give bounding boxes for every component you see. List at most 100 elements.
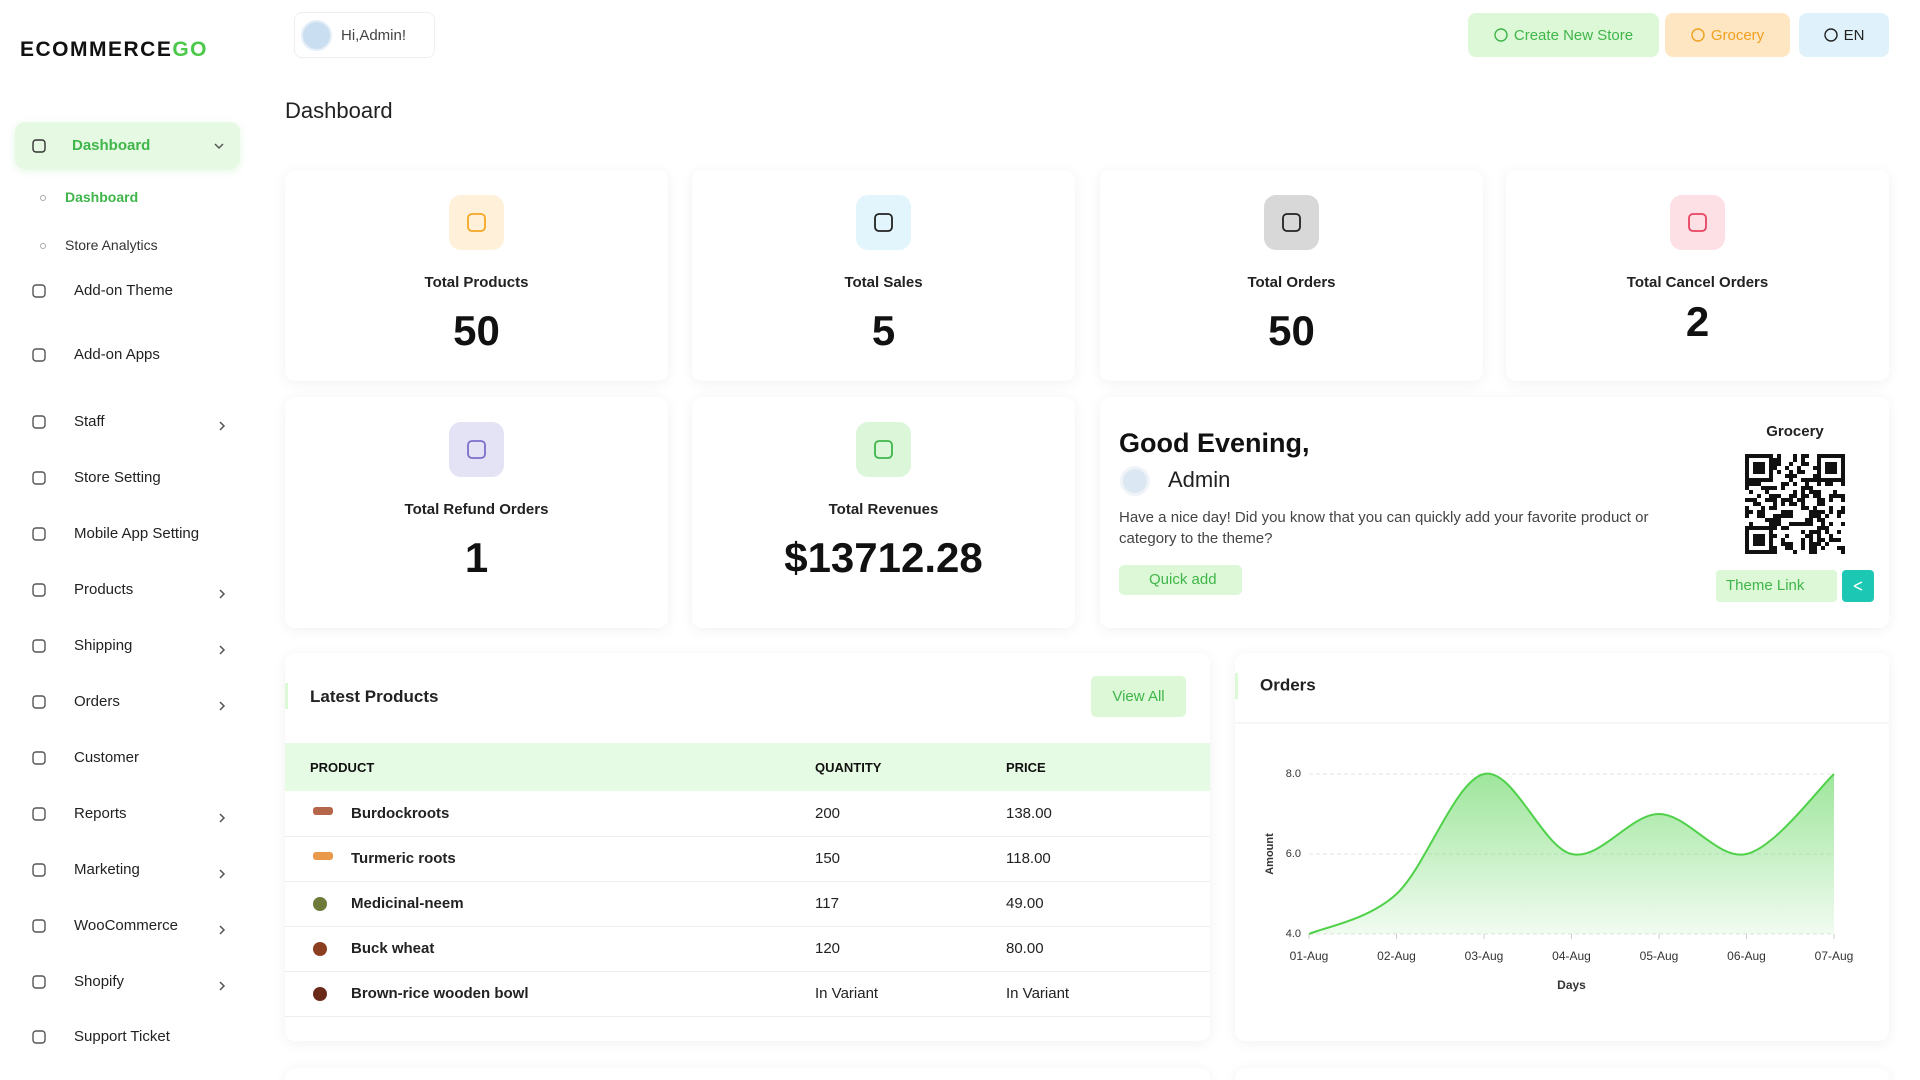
icon-shape — [467, 440, 486, 459]
menu-item[interactable]: Dashboard — [72, 137, 151, 154]
theme-link-button[interactable]: Theme Link — [1716, 570, 1837, 602]
qr-cell — [1793, 502, 1797, 506]
menu-item[interactable]: Shipping — [74, 637, 133, 654]
icon-shape — [1282, 213, 1301, 232]
welcome-card: Good Evening, Admin Have a nice day! Did y… — [1100, 397, 1889, 628]
qr-cell — [1837, 510, 1841, 514]
x-tick-label: 04-Aug — [1552, 949, 1591, 963]
qr-cell — [1829, 506, 1833, 510]
menu-chevron — [219, 813, 226, 823]
menu-item[interactable]: Staff — [74, 413, 105, 430]
menu-item[interactable]: Support Ticket — [74, 1028, 170, 1045]
icon-shape — [1823, 28, 1838, 42]
qr-cell — [1837, 514, 1841, 518]
qr-cell — [1773, 462, 1777, 466]
qr-cell — [1773, 498, 1777, 502]
submenu-dot — [40, 195, 46, 201]
qr-cell — [1785, 466, 1789, 470]
x-tick-label: 01-Aug — [1290, 949, 1329, 963]
stat-value: 50 — [1268, 307, 1315, 354]
create-store-button[interactable]: Create New Store — [1468, 13, 1659, 57]
menu-item[interactable]: Orders — [74, 693, 120, 710]
row-divider — [285, 881, 1210, 882]
menu-item[interactable]: Reports — [74, 805, 127, 822]
qr-cell — [1773, 546, 1777, 550]
qr-cell — [1773, 518, 1777, 522]
qr-cell — [1821, 546, 1825, 550]
product-name: Turmeric roots — [351, 850, 456, 867]
row-divider — [285, 971, 1210, 972]
menu-chevron — [219, 701, 226, 711]
stat-label: Total Orders — [1247, 274, 1336, 291]
row-divider — [285, 1016, 1210, 1017]
menu-icon — [32, 751, 46, 765]
share-button[interactable] — [1842, 570, 1874, 602]
qr-cell — [1813, 474, 1817, 478]
qr-cell — [1805, 506, 1809, 510]
menu-item[interactable]: Marketing — [74, 861, 140, 878]
qr-cell — [1825, 542, 1829, 546]
stat-icon — [856, 195, 911, 250]
qr-cell — [1769, 522, 1773, 526]
qr-cell — [1749, 498, 1753, 502]
qr-cell — [1749, 482, 1753, 486]
menu-item[interactable]: Store Setting — [74, 469, 161, 486]
qr-finder — [1745, 454, 1773, 482]
qr-cell — [1745, 514, 1749, 518]
qr-cell — [1801, 490, 1805, 494]
view-all-button[interactable]: View All — [1091, 676, 1186, 717]
submenu-item[interactable]: Store Analytics — [65, 237, 158, 253]
product-name: Medicinal-neem — [351, 895, 464, 912]
submenu-item[interactable]: Dashboard — [65, 189, 139, 205]
qr-cell — [1773, 550, 1777, 554]
qr-cell — [1773, 494, 1777, 498]
qr-cell — [1841, 522, 1845, 526]
chevron — [219, 589, 226, 599]
qr-cell — [1805, 522, 1809, 526]
product-thumb — [313, 897, 327, 911]
qr-cell — [1789, 498, 1793, 502]
qr-cell — [1809, 542, 1813, 546]
qr-cell — [1789, 462, 1793, 466]
menu-icon — [32, 583, 46, 597]
product-cell: In Variant — [1006, 985, 1070, 1002]
qr-cell — [1801, 454, 1805, 458]
qr-cell — [1789, 546, 1793, 550]
store-select[interactable]: Grocery — [1665, 13, 1790, 57]
menu-item[interactable]: Add-on Theme — [74, 282, 173, 299]
card-title: Latest Products — [310, 687, 439, 706]
qr-cell — [1805, 486, 1809, 490]
menu-item[interactable]: Add-on Apps — [74, 346, 160, 363]
qr-cell — [1829, 482, 1833, 486]
qr-cell — [1793, 490, 1797, 494]
qr-cell — [1833, 490, 1837, 494]
qr-cell — [1821, 502, 1825, 506]
icon-shape — [32, 695, 46, 709]
qr-cell — [1829, 510, 1833, 514]
card-accent — [285, 683, 288, 709]
qr-cell — [1797, 470, 1801, 474]
qr-cell — [1805, 478, 1809, 482]
qr-cell — [1793, 474, 1797, 478]
language-select[interactable]: EN — [1799, 13, 1889, 57]
welcome-message: Have a nice day! Did you know that you c… — [1119, 509, 1649, 547]
product-cell: 118.00 — [1006, 850, 1051, 867]
store-name: Grocery — [1766, 423, 1824, 440]
quick-add-button[interactable]: Quick add — [1119, 565, 1242, 595]
qr-cell — [1789, 514, 1793, 518]
icon-shape — [874, 440, 893, 459]
qr-cell — [1773, 534, 1777, 538]
qr-cell — [1753, 502, 1757, 506]
menu-item[interactable]: WooCommerce — [74, 917, 178, 934]
icon-shape — [32, 415, 46, 429]
x-tick-label: 02-Aug — [1377, 949, 1416, 963]
menu-item[interactable]: Mobile App Setting — [74, 525, 200, 542]
menu-item[interactable]: Customer — [74, 749, 140, 766]
qr-cell — [1757, 494, 1761, 498]
menu-item[interactable]: Shopify — [74, 973, 125, 990]
user-menu[interactable]: Hi,Admin! — [294, 12, 435, 58]
menu-item[interactable]: Products — [74, 581, 134, 598]
qr-cell — [1769, 506, 1773, 510]
qr-finder-core — [1753, 462, 1765, 474]
chevron — [219, 925, 226, 935]
